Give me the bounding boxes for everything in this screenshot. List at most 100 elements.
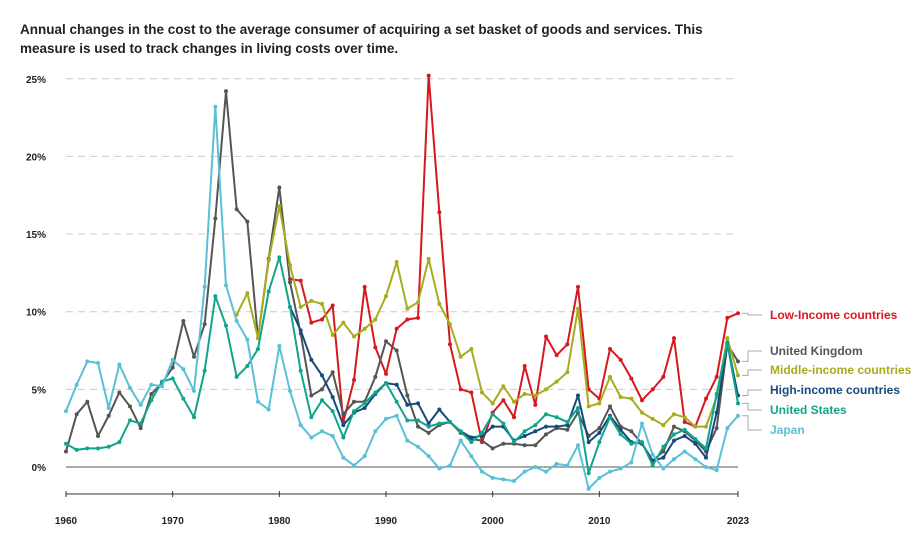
data-point — [149, 382, 154, 387]
data-point — [341, 412, 346, 417]
data-point — [469, 454, 474, 459]
data-point — [394, 382, 399, 387]
data-point — [330, 395, 335, 400]
data-point — [629, 441, 634, 446]
data-point — [714, 410, 719, 415]
data-point — [394, 413, 399, 418]
data-point — [330, 409, 335, 414]
data-point — [501, 477, 506, 482]
y-tick-label: 10% — [26, 308, 46, 319]
data-point — [608, 404, 612, 409]
data-point — [608, 346, 612, 351]
series-label: Low-Income countries — [770, 308, 898, 322]
data-point — [576, 306, 580, 311]
data-point — [597, 430, 602, 435]
data-point — [320, 317, 324, 322]
data-point — [202, 368, 207, 373]
data-point — [352, 463, 356, 468]
data-point — [576, 443, 580, 448]
data-point — [64, 449, 68, 454]
data-point — [309, 393, 314, 398]
data-point — [714, 392, 719, 397]
data-point — [373, 317, 378, 322]
data-point — [192, 415, 196, 420]
data-point — [704, 446, 708, 451]
data-point — [149, 392, 154, 397]
data-point — [512, 478, 516, 483]
data-point — [682, 449, 687, 454]
data-point — [661, 444, 666, 449]
data-point — [352, 378, 356, 383]
data-point — [650, 452, 655, 457]
data-point — [202, 322, 207, 327]
data-point — [277, 185, 282, 190]
data-point — [309, 435, 314, 440]
data-point — [736, 413, 740, 418]
data-point — [682, 427, 687, 432]
data-point — [330, 433, 335, 438]
data-point — [373, 374, 378, 379]
data-point — [490, 446, 495, 451]
data-point — [448, 322, 452, 327]
data-point — [437, 421, 442, 426]
data-point — [128, 418, 132, 423]
data-point — [704, 424, 708, 429]
data-point — [373, 345, 378, 350]
data-point — [533, 423, 538, 428]
data-point — [672, 432, 676, 437]
data-point — [309, 357, 314, 362]
x-tick-label: 1980 — [268, 516, 291, 527]
data-point — [693, 437, 698, 442]
data-point — [362, 326, 367, 331]
data-point — [416, 444, 420, 449]
data-point — [565, 423, 570, 428]
data-point — [416, 418, 420, 423]
data-point — [469, 390, 474, 395]
data-point — [426, 454, 431, 459]
data-point — [298, 368, 303, 373]
data-point — [320, 429, 324, 434]
data-point — [405, 402, 410, 407]
data-point — [597, 401, 602, 406]
data-point — [256, 399, 260, 404]
data-point — [544, 469, 548, 474]
data-point — [736, 373, 740, 378]
data-point — [362, 405, 367, 410]
data-point — [608, 469, 612, 474]
data-point — [448, 419, 452, 424]
data-point — [149, 398, 154, 403]
data-point — [629, 429, 634, 434]
data-point — [234, 207, 239, 212]
y-tick-label: 0% — [32, 463, 47, 474]
data-point — [650, 463, 655, 468]
data-point — [117, 440, 122, 445]
data-point — [288, 388, 292, 393]
data-point — [522, 429, 527, 434]
data-point — [618, 432, 623, 437]
x-tick-label: 1960 — [55, 516, 78, 527]
data-point — [384, 371, 388, 376]
data-point — [234, 319, 239, 324]
label-connector — [742, 369, 762, 376]
data-point — [138, 426, 143, 431]
data-point — [416, 424, 420, 429]
data-point — [213, 294, 218, 299]
data-point — [608, 374, 612, 379]
data-point — [320, 398, 324, 403]
data-point — [704, 465, 708, 469]
data-point — [522, 443, 527, 448]
data-point — [458, 429, 463, 434]
data-point — [544, 334, 548, 339]
data-point — [85, 446, 90, 451]
data-point — [640, 440, 644, 445]
y-tick-label: 20% — [26, 152, 46, 163]
data-point — [96, 433, 100, 438]
data-point — [74, 382, 79, 387]
y-tick-label: 5% — [32, 385, 47, 396]
data-point — [138, 421, 143, 426]
data-point — [586, 471, 591, 476]
data-point — [213, 104, 218, 109]
data-point — [320, 387, 324, 392]
data-point — [277, 255, 282, 260]
data-point — [672, 438, 676, 443]
